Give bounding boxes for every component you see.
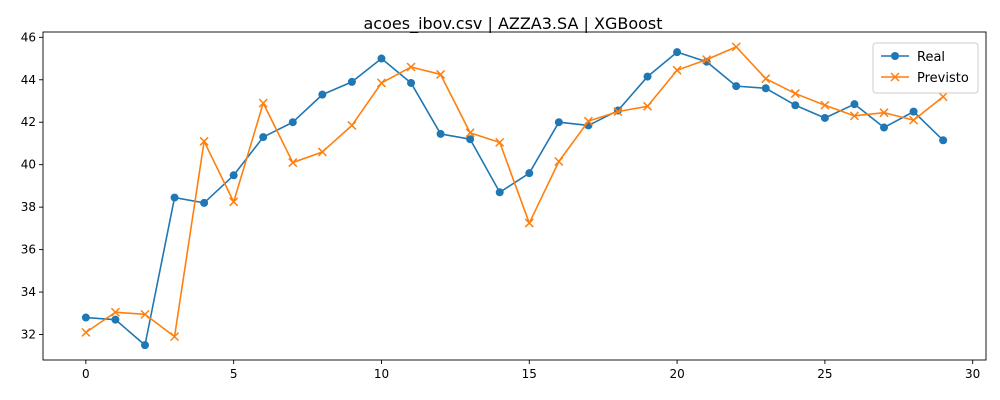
y-tick-label: 44 (21, 73, 36, 87)
legend-marker-real (891, 52, 899, 60)
legend-marker-previsto (890, 72, 900, 82)
y-tick-label: 40 (21, 158, 36, 172)
legend-label-real: Real (917, 50, 945, 65)
data-point-previsto (938, 92, 948, 102)
data-point-previsto (436, 69, 446, 79)
data-point-previsto (406, 62, 416, 72)
data-point-previsto (613, 107, 623, 117)
data-point-previsto (140, 309, 150, 319)
data-point-real (820, 113, 829, 122)
data-point-previsto (642, 101, 653, 111)
data-point-previsto (376, 78, 387, 88)
data-point-previsto (317, 147, 327, 157)
data-point-previsto (731, 42, 741, 52)
data-point-real (111, 315, 120, 324)
series-previsto (81, 42, 948, 342)
x-tick-label: 10 (374, 367, 389, 381)
series-real (81, 48, 948, 350)
x-tick-label: 0 (82, 367, 90, 381)
data-point-previsto (465, 128, 475, 138)
x-tick-label: 5 (230, 367, 238, 381)
y-tick-label: 34 (21, 285, 36, 299)
data-point-real (140, 341, 149, 350)
data-point-previsto (790, 89, 800, 99)
x-tick-label: 15 (522, 367, 537, 381)
data-point-previsto (820, 100, 830, 110)
data-point-previsto (554, 156, 564, 167)
data-point-real (81, 313, 90, 322)
data-point-previsto (288, 158, 298, 168)
data-point-previsto (258, 98, 268, 108)
y-tick-label: 42 (21, 115, 36, 129)
data-point-previsto (229, 197, 239, 207)
data-point-real (170, 193, 179, 202)
data-point-real (288, 118, 297, 127)
data-point-previsto (702, 55, 712, 65)
data-point-real (880, 123, 889, 132)
data-point-previsto (583, 116, 593, 126)
data-point-previsto (495, 137, 505, 147)
data-point-real (850, 100, 859, 109)
y-tick-label: 32 (21, 328, 36, 342)
data-point-real (347, 77, 356, 86)
data-point-real (791, 101, 800, 110)
data-point-real (732, 82, 741, 91)
x-tick-label: 20 (669, 367, 684, 381)
axes: 0 5 10 15 20 25 30 32 34 36 38 40 42 44 46 (21, 30, 987, 381)
x-tick-label: 25 (817, 367, 832, 381)
data-point-previsto (761, 74, 771, 84)
data-point-real (761, 84, 770, 93)
data-point-real (377, 54, 386, 63)
x-tick-label: 30 (965, 367, 980, 381)
data-point-previsto (110, 307, 120, 317)
data-point-previsto (170, 332, 180, 342)
data-point-previsto (879, 108, 889, 118)
data-point-real (200, 198, 209, 207)
data-point-real (466, 135, 475, 144)
data-point-previsto (524, 218, 534, 228)
data-point-previsto (672, 65, 682, 75)
legend: Real Previsto (872, 42, 979, 94)
series-line-previsto (85, 46, 944, 338)
series-layer (81, 42, 948, 350)
data-point-real (259, 133, 268, 142)
data-point-previsto (849, 111, 859, 121)
plot-frame (42, 31, 987, 361)
y-tick-label: 36 (21, 243, 36, 257)
data-point-real (407, 78, 416, 87)
legend-label-previsto: Previsto (917, 71, 969, 86)
data-point-previsto (347, 120, 357, 130)
chart-title: acoes_ibov.csv | AZZA3.SA | XGBoost (364, 14, 663, 34)
data-point-real (525, 169, 534, 178)
data-point-real (643, 72, 652, 81)
data-point-real (554, 118, 563, 127)
data-point-real (909, 107, 918, 116)
data-point-previsto (909, 115, 919, 125)
data-point-real (939, 136, 948, 145)
series-line-real (85, 51, 944, 346)
data-point-real (318, 90, 327, 99)
data-point-real (436, 129, 445, 138)
data-point-real (229, 171, 238, 180)
data-point-real (495, 188, 504, 197)
data-point-previsto (199, 136, 209, 146)
y-tick-label: 38 (21, 200, 36, 214)
data-point-real (673, 48, 682, 57)
y-tick-label: 46 (21, 30, 36, 44)
data-point-previsto (81, 327, 91, 337)
